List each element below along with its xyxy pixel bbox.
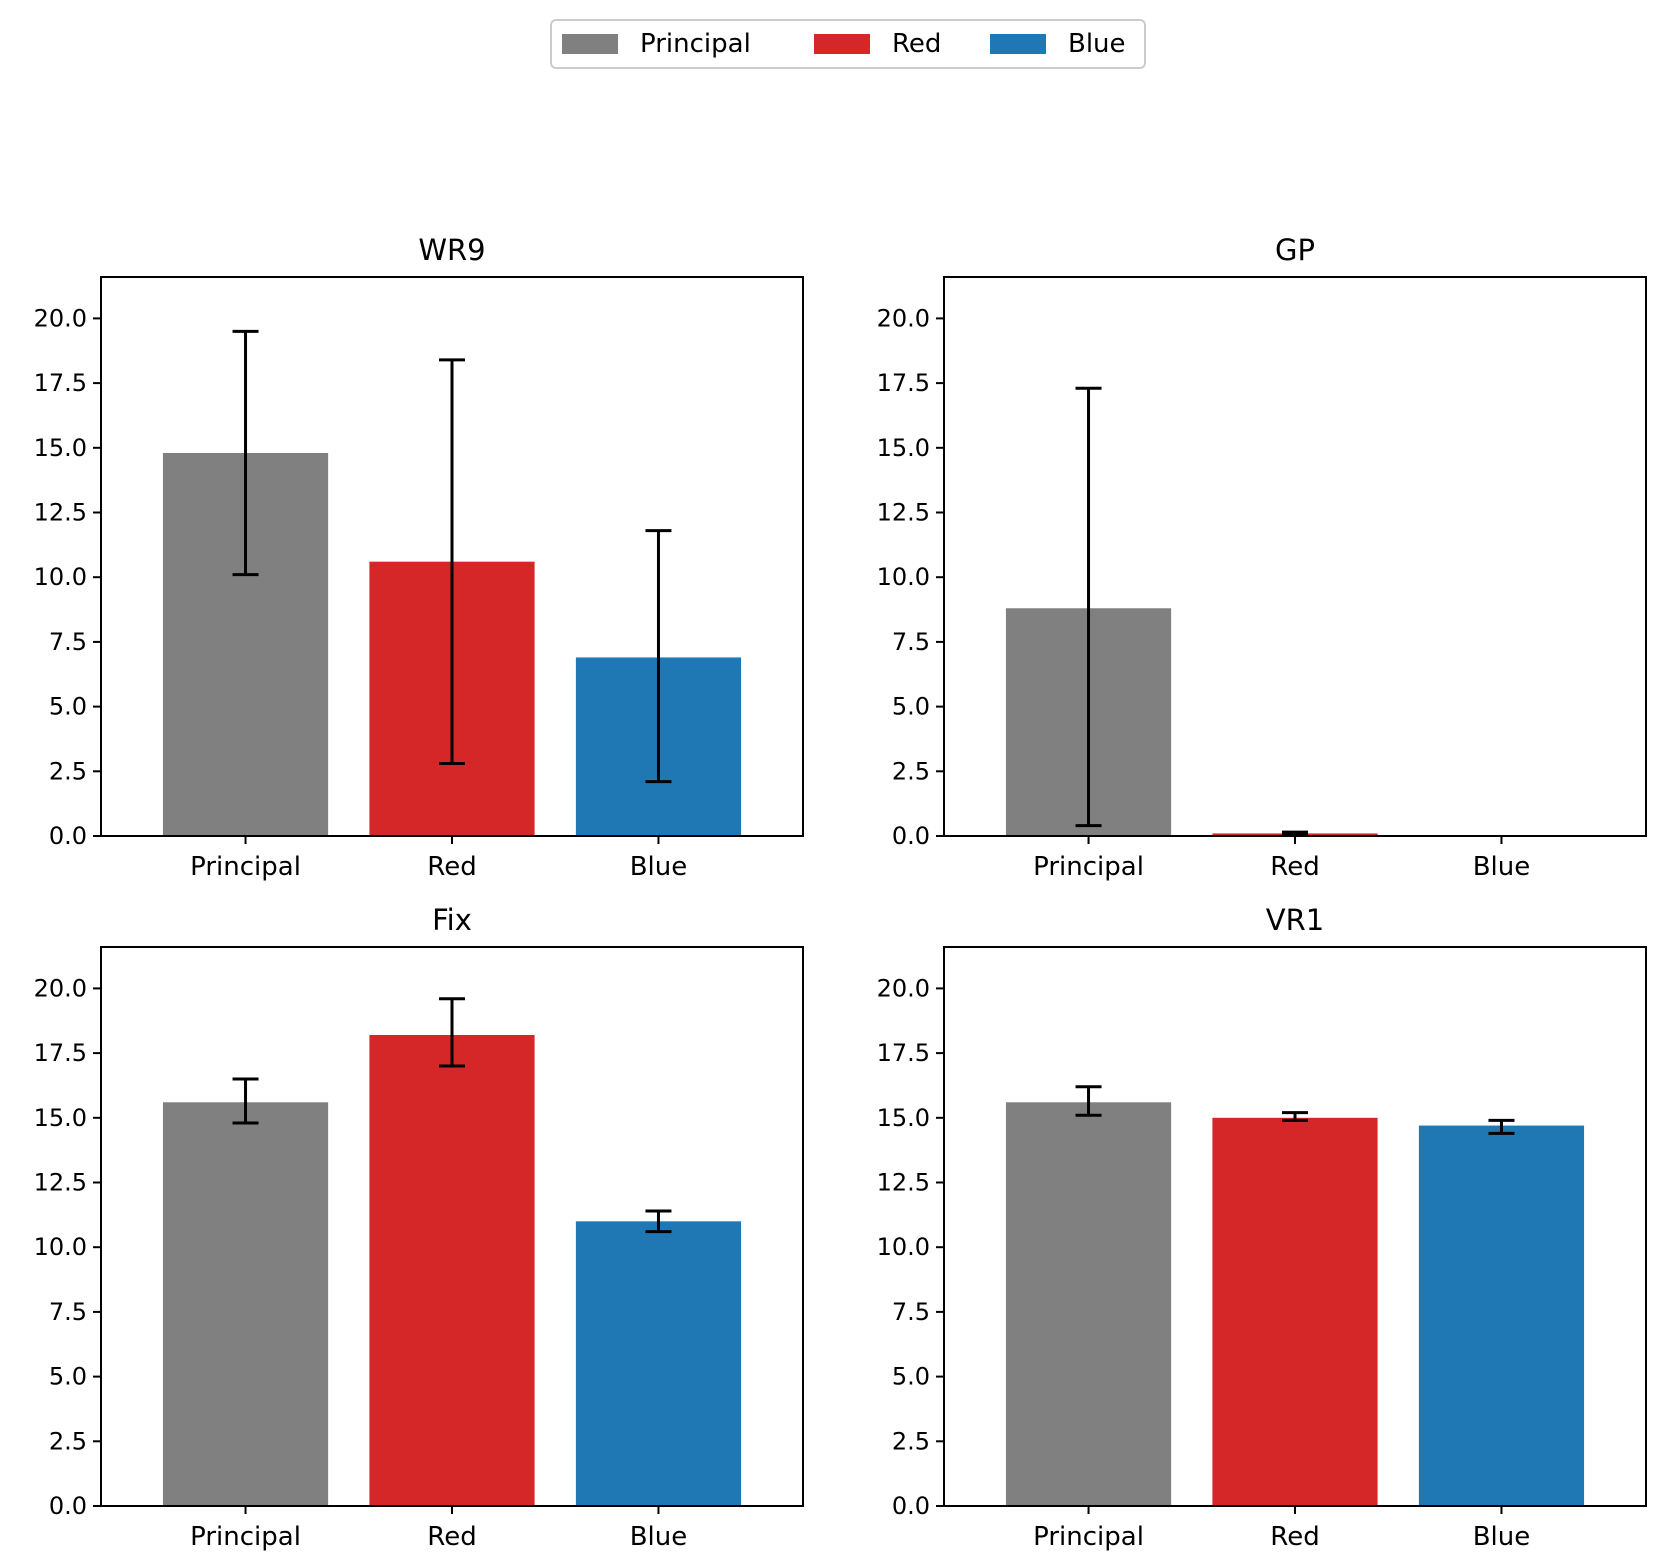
y-tick-label: 2.5 <box>892 757 930 785</box>
y-tick-label: 10.0 <box>877 563 930 591</box>
bar-red <box>369 1034 535 1506</box>
y-tick-label: 15.0 <box>34 434 87 462</box>
y-tick-label: 7.5 <box>892 1298 930 1326</box>
y-tick-label: 17.5 <box>877 1039 930 1067</box>
subplot-wr9: 0.0 2.5 5.0 7.5 10.0 12.5 15.0 17.5 20.0 Principa… <box>34 233 804 882</box>
subplot-vr1: 0.0 2.5 5.0 7.5 10.0 12.5 15.0 17.5 20.0 Principa… <box>877 903 1647 1552</box>
bar-blue <box>1418 1125 1585 1506</box>
y-tick-label: 12.5 <box>877 1169 930 1197</box>
y-tick-label: 15.0 <box>34 1104 87 1132</box>
errorbar-red <box>1282 1111 1308 1122</box>
errorbar-blue <box>645 529 672 784</box>
errorbar-red <box>1282 830 1308 837</box>
y-tick-label: 5.0 <box>49 1363 87 1391</box>
legend-swatch-principal <box>562 34 618 54</box>
y-tick-label: 17.5 <box>877 369 930 397</box>
y-tick-label: 10.0 <box>34 1233 87 1261</box>
y-tick-label: 12.5 <box>34 499 87 527</box>
y-tick-label: 20.0 <box>877 304 930 332</box>
y-tick-label: 0.0 <box>892 1492 930 1520</box>
bar-principal <box>162 1102 329 1506</box>
errorbar-red <box>439 358 465 766</box>
y-tick-label: 5.0 <box>892 1363 930 1391</box>
legend: Principal Red Blue <box>550 19 1146 69</box>
legend-swatch-red <box>814 34 870 54</box>
y-tick-label: 5.0 <box>49 693 87 721</box>
y-tick-label: 0.0 <box>49 1492 87 1520</box>
y-tick-label: 20.0 <box>34 304 87 332</box>
y-tick-label: 7.5 <box>49 1298 87 1326</box>
y-tick-label: 2.5 <box>892 1427 930 1455</box>
x-tick-label-blue: Blue <box>1473 852 1531 882</box>
legend-swatch-blue <box>990 34 1046 54</box>
x-tick-label-blue: Blue <box>630 852 688 882</box>
errorbar-principal <box>1075 1085 1102 1117</box>
y-tick-label: 12.5 <box>877 499 930 527</box>
x-tick-label-principal: Principal <box>1033 1522 1144 1552</box>
y-tick-label: 17.5 <box>34 1039 87 1067</box>
subplot-title: Fix <box>432 903 472 937</box>
y-tick-label: 7.5 <box>892 628 930 656</box>
subplot-title: VR1 <box>1266 903 1324 937</box>
subplot-title: WR9 <box>418 233 485 267</box>
x-tick-label-principal: Principal <box>1033 852 1144 882</box>
bar-blue <box>575 1221 742 1506</box>
y-tick-label: 15.0 <box>877 1104 930 1132</box>
errorbar-principal <box>1075 386 1102 828</box>
legend-item-red: Red <box>814 21 941 67</box>
x-tick-label-red: Red <box>1270 1522 1319 1552</box>
y-tick-label: 20.0 <box>877 974 930 1002</box>
errorbar-blue <box>645 1209 672 1234</box>
x-tick-label-red: Red <box>427 1522 476 1552</box>
x-tick-label-principal: Principal <box>190 852 301 882</box>
bar-red <box>1212 1117 1378 1506</box>
y-tick-label: 10.0 <box>34 563 87 591</box>
y-tick-label: 0.0 <box>49 822 87 850</box>
legend-item-blue: Blue <box>990 21 1126 67</box>
y-tick-label: 2.5 <box>49 757 87 785</box>
y-tick-label: 5.0 <box>892 693 930 721</box>
y-tick-label: 12.5 <box>34 1169 87 1197</box>
errorbar-principal <box>232 329 259 577</box>
y-tick-label: 0.0 <box>892 822 930 850</box>
y-tick-label: 2.5 <box>49 1427 87 1455</box>
x-tick-label-blue: Blue <box>1473 1522 1531 1552</box>
bar-principal <box>1005 1102 1172 1506</box>
x-tick-label-red: Red <box>1270 852 1319 882</box>
x-tick-label-blue: Blue <box>630 1522 688 1552</box>
subplot-fix: 0.0 2.5 5.0 7.5 10.0 12.5 15.0 17.5 20.0 Principa… <box>34 903 804 1552</box>
y-tick-label: 7.5 <box>49 628 87 656</box>
y-tick-label: 10.0 <box>877 1233 930 1261</box>
x-tick-label-red: Red <box>427 852 476 882</box>
legend-label-red: Red <box>892 29 942 59</box>
legend-label-principal: Principal <box>640 29 751 59</box>
y-tick-label: 17.5 <box>34 369 87 397</box>
subplot-gp: 0.0 2.5 5.0 7.5 10.0 12.5 15.0 17.5 20.0 Principa… <box>877 233 1647 882</box>
x-tick-label-principal: Principal <box>190 1522 301 1552</box>
errorbar-blue <box>1488 1118 1515 1135</box>
y-tick-label: 20.0 <box>34 974 87 1002</box>
errorbar-red <box>439 997 465 1068</box>
legend-item-principal: Principal <box>562 21 751 67</box>
legend-label-blue: Blue <box>1068 29 1126 59</box>
subplot-title: GP <box>1275 233 1315 267</box>
y-tick-label: 15.0 <box>877 434 930 462</box>
errorbar-principal <box>232 1077 259 1125</box>
